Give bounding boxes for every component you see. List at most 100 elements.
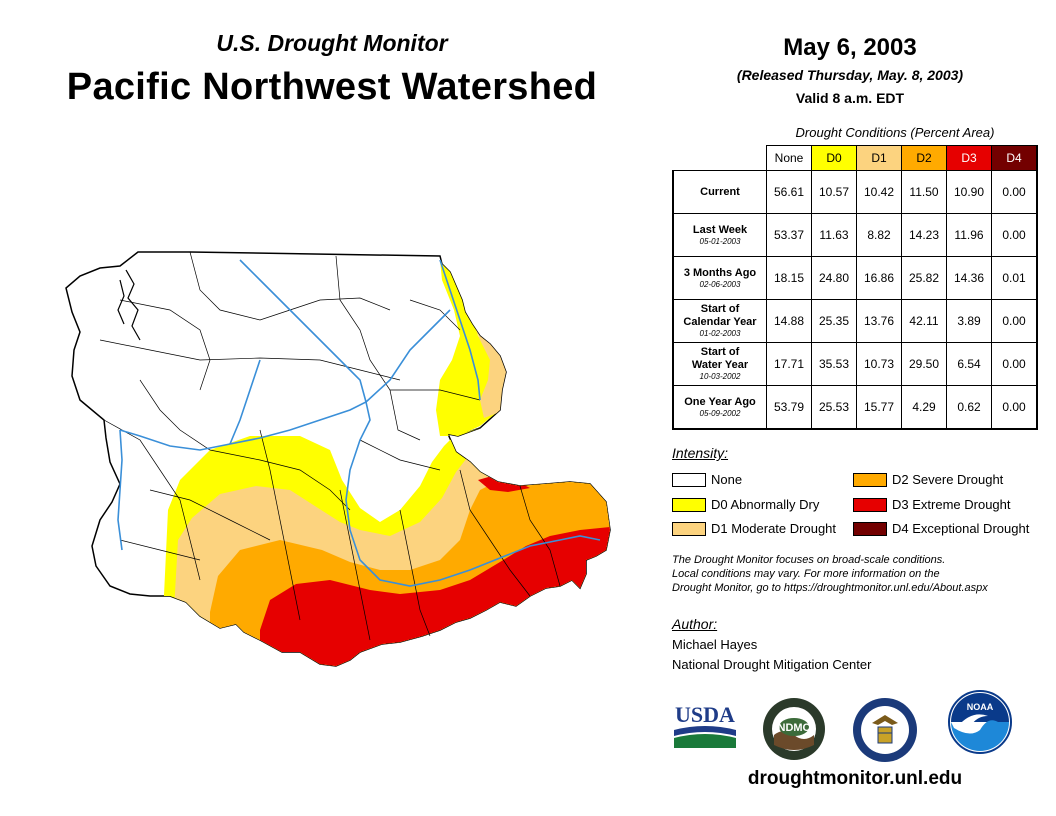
- legend-none: None: [672, 472, 742, 487]
- table-cell: 13.76: [856, 299, 902, 343]
- col-header-d1: D1: [856, 145, 902, 171]
- yakima-river: [229, 359, 261, 445]
- noaa-sky: [951, 693, 1009, 722]
- valid-time: Valid 8 a.m. EDT: [795, 90, 905, 106]
- table-caption: Drought Conditions (Percent Area): [795, 125, 995, 140]
- noaa-logo: NOAA: [948, 690, 1012, 754]
- doc-seal-logo: [853, 698, 917, 762]
- d3-area-north: [478, 476, 530, 492]
- legend-d4: D4 Exceptional Drought: [853, 521, 1029, 536]
- legend-label: D4 Exceptional Drought: [892, 521, 1030, 536]
- table-cell: 56.61: [766, 170, 812, 214]
- table-cell: 14.36: [946, 256, 992, 300]
- rivers: [117, 259, 601, 587]
- usda-logo: USDA: [674, 702, 736, 748]
- table-cell: 35.53: [811, 342, 857, 386]
- table-cell: 0.00: [991, 342, 1038, 386]
- usda-swoosh-green: [674, 734, 736, 748]
- table-cell: 14.23: [901, 213, 947, 257]
- table-cell: 25.35: [811, 299, 857, 343]
- legend-d3: D3 Extreme Drought: [853, 497, 1011, 512]
- disclaimer-note: The Drought Monitor focuses on broad-sca…: [672, 553, 1052, 595]
- col-header-d0: D0: [811, 145, 857, 171]
- table-cell: 0.00: [991, 385, 1038, 430]
- table-cell: 53.37: [766, 213, 812, 257]
- author-org: National Drought Mitigation Center: [672, 657, 872, 672]
- table-cell: 24.80: [811, 256, 857, 300]
- table-row-last-week: Last Week 05-01-2003 53.37 11.63 8.82 14.…: [672, 213, 1038, 257]
- legend-d2: D2 Severe Drought: [853, 472, 1003, 487]
- table-cell: 10.73: [856, 342, 902, 386]
- author-title: Author:: [672, 616, 718, 632]
- ndmc-logo: NDMC: [763, 698, 825, 760]
- legend-label: D1 Moderate Drought: [711, 521, 837, 536]
- noaa-logo-text: NOAA: [967, 702, 994, 712]
- usda-logo-text: USDA: [675, 702, 735, 727]
- row-label: Last Week 05-01-2003: [672, 213, 767, 257]
- ndmc-logo-text: NDMC: [778, 722, 811, 734]
- table-cell: 0.00: [991, 213, 1038, 257]
- legend-label: D0 Abnormally Dry: [711, 497, 820, 512]
- basin-boundaries: [99, 251, 561, 641]
- intensity-title: Intensity:: [672, 445, 729, 461]
- legend-swatch: [672, 521, 706, 536]
- drought-map: [65, 251, 611, 667]
- table-cell: 0.00: [991, 299, 1038, 343]
- row-label: Start of Water Year 10-03-2002: [672, 342, 767, 386]
- shield-icon: [877, 726, 893, 744]
- legend-d0: D0 Abnormally Dry: [672, 497, 819, 512]
- release-date: (Released Thursday, May. 8, 2003): [736, 67, 964, 83]
- legend-label: D2 Severe Drought: [892, 472, 1004, 487]
- table-cell: 8.82: [856, 213, 902, 257]
- col-header-none: None: [766, 145, 812, 171]
- puget-sound: [117, 269, 141, 341]
- table-cell: 6.54: [946, 342, 992, 386]
- noaa-wave: [951, 720, 1009, 751]
- table-cell: 10.42: [856, 170, 902, 214]
- row-label: 3 Months Ago 02-06-2003: [672, 256, 767, 300]
- kootenay-river: [439, 259, 481, 401]
- table-cell: 11.96: [946, 213, 992, 257]
- table-cell: 0.01: [991, 256, 1038, 300]
- legend-swatch: [853, 497, 887, 512]
- legend-swatch: [853, 472, 887, 487]
- table-cell: 25.82: [901, 256, 947, 300]
- legend-swatch: [672, 472, 706, 487]
- table-cell: 17.71: [766, 342, 812, 386]
- noaa-gull-icon: [958, 714, 988, 726]
- table-cell: 0.62: [946, 385, 992, 430]
- author-name: Michael Hayes: [672, 637, 758, 652]
- note-line: Drought Monitor, go to https://droughtmo…: [672, 582, 988, 594]
- col-header-d2: D2: [901, 145, 947, 171]
- col-header-d4: D4: [991, 145, 1038, 171]
- table-row-one-year-ago: One Year Ago 05-09-2002 53.79 25.53 15.77…: [672, 385, 1038, 430]
- map-date: May 6, 2003: [783, 34, 917, 61]
- clark-fork-river: [365, 309, 451, 403]
- drought-conditions-table: None D0 D1 D2 D3 D4 Current 56.61 10.57 …: [672, 145, 1038, 430]
- table-cell: 10.90: [946, 170, 992, 214]
- table-cell: 25.53: [811, 385, 857, 430]
- legend-swatch: [672, 497, 706, 512]
- table-cell: 53.79: [766, 385, 812, 430]
- table-row-start-calendar-year: Start of Calendar Year 01-02-2003 14.88 25…: [672, 299, 1038, 343]
- note-line: Local conditions may vary. For more info…: [672, 568, 940, 580]
- snake-river: [345, 401, 601, 587]
- table-cell: 4.29: [901, 385, 947, 430]
- map-subtitle: U.S. Drought Monitor: [216, 30, 448, 56]
- table-cell: 0.00: [991, 170, 1038, 214]
- row-label: Start of Calendar Year 01-02-2003: [672, 299, 767, 343]
- table-cell: 3.89: [946, 299, 992, 343]
- eagle-icon: [872, 715, 898, 725]
- table-row-start-water-year: Start of Water Year 10-03-2002 17.71 35.53…: [672, 342, 1038, 386]
- table-cell: 42.11: [901, 299, 947, 343]
- table-cell: 18.15: [766, 256, 812, 300]
- row-label: One Year Ago 05-09-2002: [672, 385, 767, 430]
- columbia-river: [119, 259, 367, 451]
- table-cell: 11.63: [811, 213, 857, 257]
- site-url[interactable]: droughtmonitor.unl.edu: [747, 768, 963, 789]
- ndmc-badge: [779, 718, 809, 736]
- note-line: The Drought Monitor focuses on broad-sca…: [672, 554, 946, 566]
- table-cell: 14.88: [766, 299, 812, 343]
- map-title: Pacific Northwest Watershed: [66, 66, 598, 108]
- legend-swatch: [853, 521, 887, 536]
